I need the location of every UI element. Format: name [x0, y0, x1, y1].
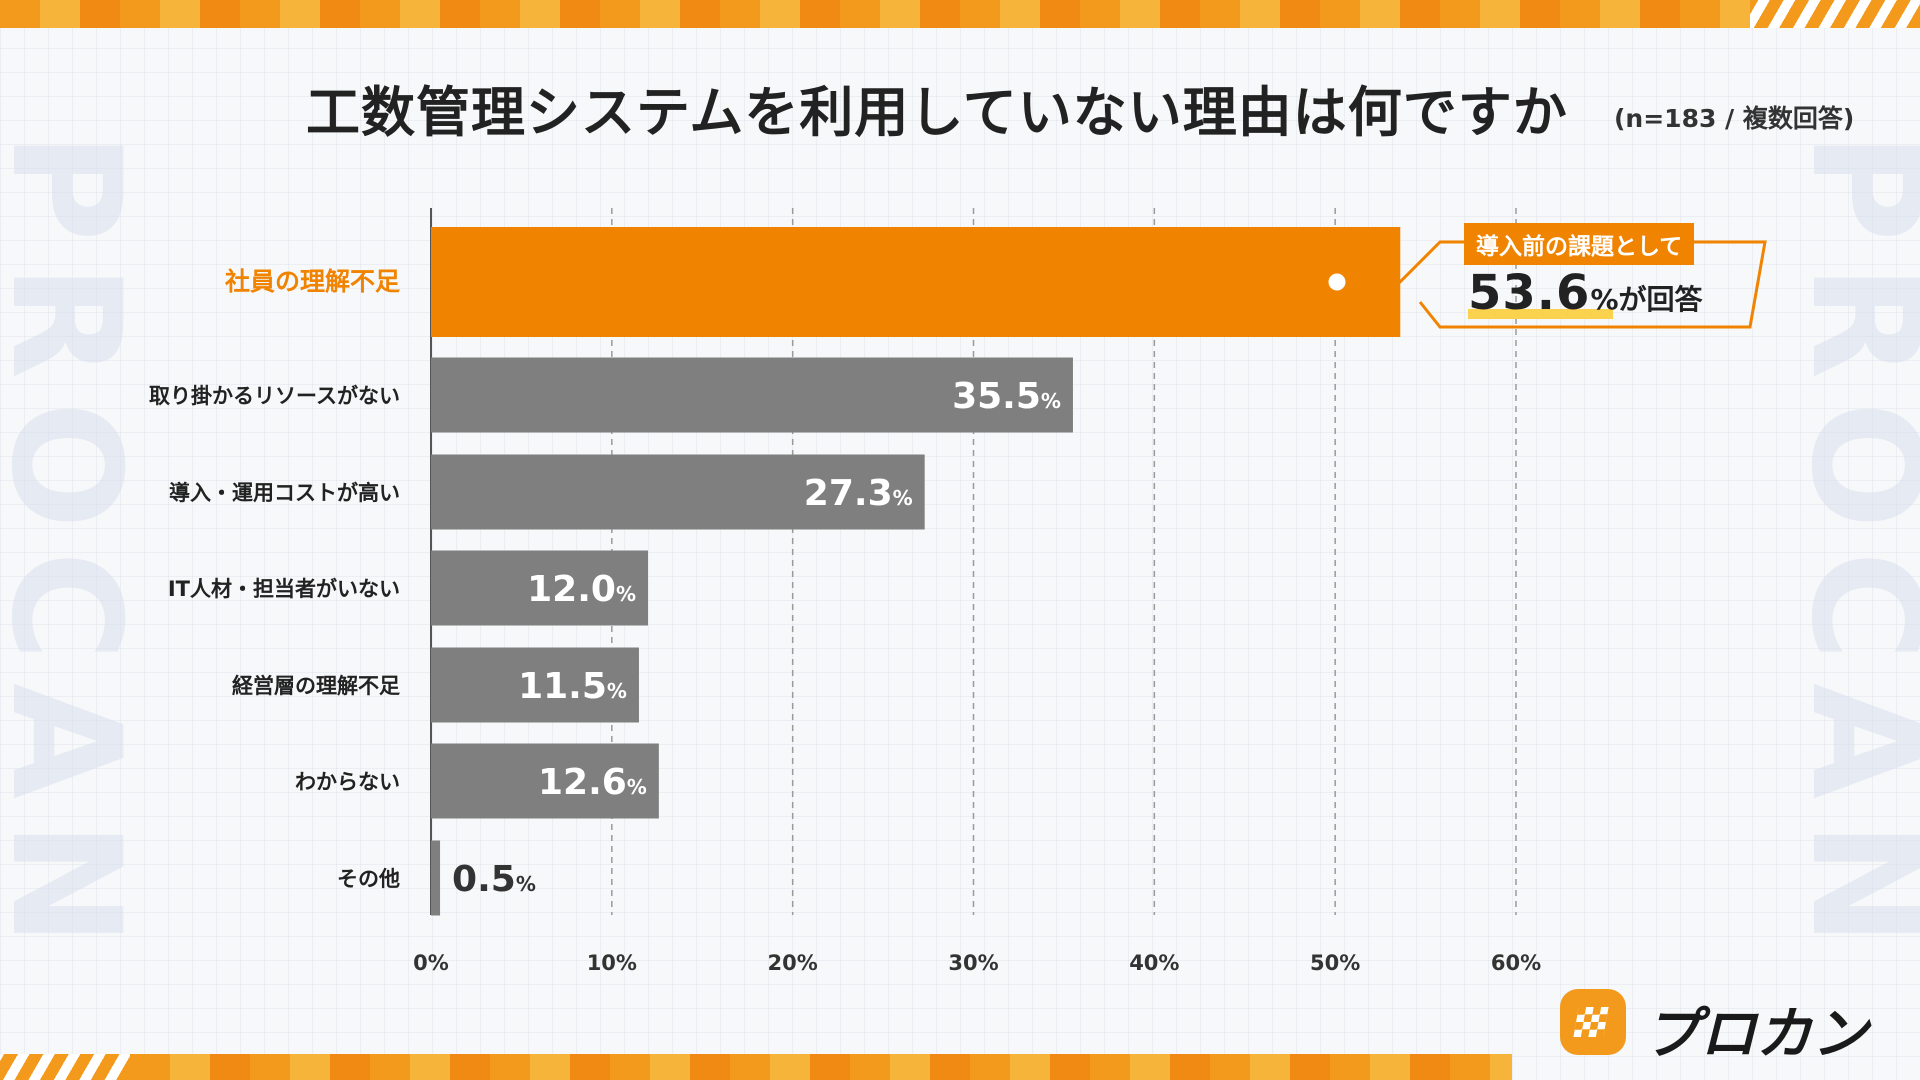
category-label: 社員の理解不足 [225, 267, 400, 296]
value-label: 11.5% [518, 666, 627, 707]
top-decorative-band [0, 0, 1920, 28]
logo-text: プロカン [1644, 1002, 1868, 1067]
callout-suffix: %が回答 [1590, 283, 1703, 316]
watermark-left: PROCAN [0, 131, 140, 969]
x-tick-label: 0% [413, 951, 449, 975]
bar [431, 840, 441, 916]
category-label: 経営層の理解不足 [232, 674, 400, 698]
value-label: 0.5% [452, 859, 536, 900]
bar [431, 357, 1073, 433]
x-tick-label: 10% [587, 951, 637, 975]
value-label: 12.0% [527, 569, 636, 610]
x-tick-label: 60% [1491, 951, 1541, 975]
bottom-decorative-band [130, 1054, 1512, 1080]
value-label: 12.6% [538, 762, 647, 803]
bar [431, 550, 648, 626]
x-tick-label: 30% [948, 951, 998, 975]
x-tick-label: 50% [1310, 951, 1360, 975]
x-tick-label: 20% [768, 951, 818, 975]
callout-value: 53.6 [1468, 265, 1591, 321]
checkered-flag-icon [1560, 989, 1626, 1055]
callout-body: 53.6%が回答 [1468, 265, 1703, 321]
value-label: 27.3% [804, 473, 913, 514]
category-label: その他 [337, 867, 400, 891]
x-tick-label: 40% [1129, 951, 1179, 975]
highlight-callout: 導入前の課題として 53.6%が回答 [1420, 223, 1765, 323]
chart-subtitle: (n=183 / 複数回答) [1614, 104, 1855, 133]
category-label: 導入・運用コストが高い [169, 481, 400, 505]
procan-logo: プロカン [1560, 985, 1880, 1067]
callout-underline [1468, 309, 1613, 319]
callout-frame [1347, 240, 1767, 329]
bar [431, 454, 925, 530]
category-label: 取り掛かるリソースがない [149, 384, 400, 408]
bar [431, 647, 639, 723]
callout-heading: 導入前の課題として [1464, 223, 1695, 265]
category-label: IT人材・担当者がいない [168, 577, 400, 601]
chart-title: 工数管理システムを利用していない理由は何ですか [306, 81, 1568, 144]
bottom-stripes-decoration [0, 1054, 130, 1080]
bar [431, 227, 1401, 337]
category-label: わからない [295, 770, 400, 794]
value-label: 35.5% [952, 376, 1061, 417]
watermark-right: PROCAN [1790, 131, 1920, 969]
bar [431, 743, 659, 819]
callout-pointer [1325, 270, 1349, 294]
top-stripes-decoration [1750, 0, 1920, 28]
